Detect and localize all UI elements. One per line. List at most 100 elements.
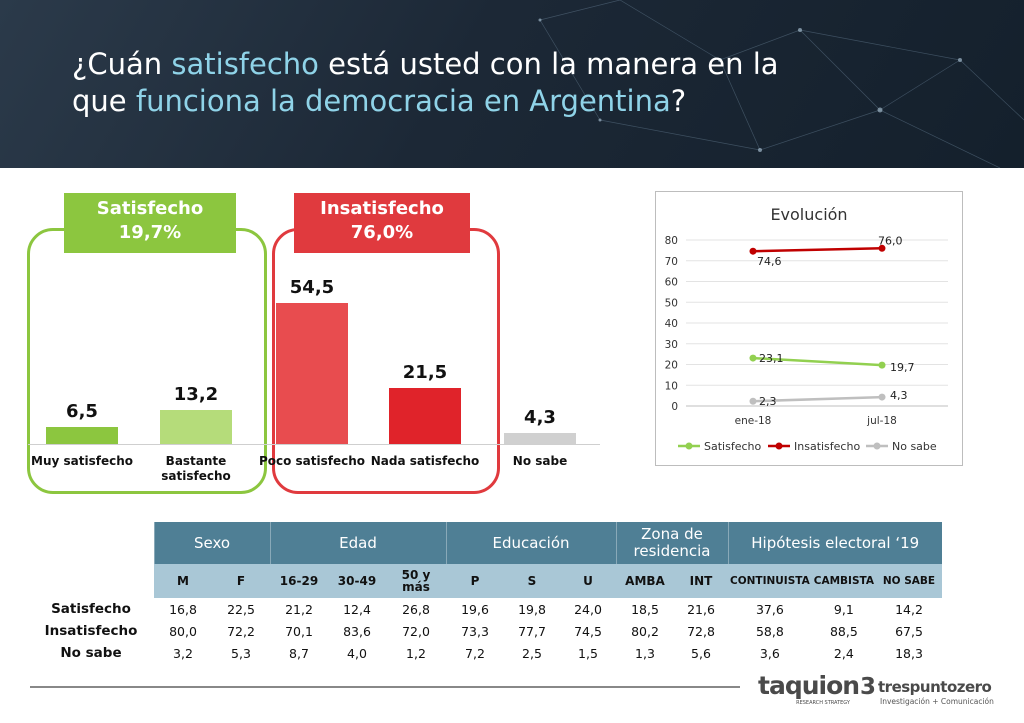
table-column-header: CONTINUISTA	[728, 564, 812, 598]
table-column-header: U	[560, 564, 616, 598]
insatisfecho-data-label: 74,6	[757, 255, 782, 268]
y-tick-label: 40	[665, 318, 678, 330]
trespuntozero-logo-text: trespuntozero	[878, 678, 992, 696]
evolution-chart: Evolución 0 10 20 30 40 50 60 70 80 ene-18 jul-18 23…	[665, 205, 948, 453]
table-cell: 21,6	[687, 601, 715, 617]
table-cell: 1,3	[635, 645, 655, 661]
y-tick-label: 80	[665, 235, 678, 247]
table-cell: 72,0	[402, 623, 430, 639]
table-row-label: Satisfecho	[51, 601, 131, 617]
table-row-label: Insatisfecho	[44, 623, 138, 639]
y-tick-label: 20	[665, 360, 678, 372]
taquion-logo-text: taquion	[758, 671, 860, 700]
table-column-header: F	[212, 564, 270, 598]
table-cell: 83,6	[343, 623, 371, 639]
table-corner-cell	[28, 564, 154, 598]
title-text: ?	[670, 84, 687, 118]
table-row: Satisfecho 16,8 22,5 21,2 12,4 26,8 19,6 19,8 24…	[28, 598, 942, 620]
table-cell: 72,2	[227, 623, 255, 639]
insatisfecho-point	[749, 247, 757, 255]
no-sabe-legend-label: No sabe	[892, 440, 937, 453]
satisfecho-legend-label: Satisfecho	[704, 440, 761, 453]
bar-value-label: 6,5	[66, 401, 98, 423]
bar-bastante-satisfecho	[160, 409, 232, 444]
table-cell: 12,4	[343, 601, 371, 617]
bar-category-label: Muy satisfecho	[31, 454, 133, 468]
no-sabe-legend-marker	[873, 442, 881, 450]
insatisfecho-series-line	[752, 247, 883, 253]
crosstab-table: Sexo Edad Educación Zona de residencia Hipót…	[28, 522, 942, 664]
satisfecho-data-label: 23,1	[759, 352, 784, 365]
y-tick-label: 70	[665, 256, 678, 268]
taquion-logo: taquion RESEARCH STRATEGY	[758, 671, 860, 712]
table-column-header: AMBA	[616, 564, 674, 598]
bar-category-label: Bastante satisfecho	[161, 454, 231, 483]
table-cell: 22,5	[227, 601, 255, 617]
taquion-logo-tagline: RESEARCH STRATEGY	[796, 700, 850, 706]
insatisfecho-legend-label: Insatisfecho	[794, 440, 860, 453]
bar-chart-baseline	[28, 444, 600, 445]
table-column-header: S	[504, 564, 560, 598]
table-cell: 72,8	[687, 623, 715, 639]
title-highlight: funciona la democracia en Argentina	[135, 84, 671, 118]
satisfecho-legend-marker	[685, 442, 693, 450]
table-column-header: NO SABE	[875, 564, 942, 598]
title-text: ¿Cuán	[72, 47, 172, 81]
satisfecho-label-text: Satisfecho	[96, 198, 204, 219]
bar-value-label: 4,3	[524, 406, 556, 428]
table-corner-cell	[28, 522, 154, 564]
insatisfecho-legend-marker	[775, 442, 783, 450]
table-group-header: Educación	[445, 522, 616, 564]
y-tick-label: 50	[665, 297, 678, 309]
x-tick-label: ene-18	[735, 415, 772, 427]
insatisfecho-value-text: 76,0%	[350, 222, 414, 243]
table-cell: 18,5	[631, 601, 659, 617]
insatisfecho-point	[878, 244, 886, 252]
no-sabe-point	[749, 397, 757, 405]
table-cell: 67,5	[895, 623, 923, 639]
table-cell: 7,2	[465, 645, 485, 661]
table-cell: 2,5	[522, 645, 542, 661]
satisfecho-data-label: 19,7	[890, 361, 915, 374]
table-column-header: 50 y más	[386, 564, 446, 598]
title-text: está usted con la manera en la que	[72, 47, 779, 118]
bar-value-label: 54,5	[289, 276, 335, 298]
page-title: ¿Cuán satisfecho está usted con la maner…	[72, 46, 792, 120]
table-cell: 77,7	[518, 623, 546, 639]
table-cell: 4,0	[347, 645, 367, 661]
title-highlight: satisfecho	[171, 47, 319, 81]
y-tick-label: 0	[671, 401, 678, 413]
table-cell: 73,3	[461, 623, 489, 639]
table-cell: 26,8	[402, 601, 430, 617]
table-group-header: Edad	[269, 522, 446, 564]
three-icon: 3	[860, 674, 877, 700]
insatisfecho-label-text: Insatisfecho	[320, 198, 444, 219]
table-cell: 1,2	[406, 645, 426, 661]
table-row-label: No sabe	[60, 645, 122, 661]
table-group-header: Hipótesis electoral ‘19	[727, 522, 942, 564]
table-cell: 70,1	[285, 623, 313, 639]
table-cell: 19,6	[461, 601, 489, 617]
table-cell: 21,2	[285, 601, 313, 617]
table-cell: 14,2	[895, 601, 923, 617]
table-column-header-row: M F 16-29 30-49 50 y más P S U AMBA INT CONTINUIST…	[28, 564, 942, 598]
table-cell: 5,6	[691, 645, 711, 661]
table-column-header: 30-49	[328, 564, 386, 598]
bar-category-label: Nada satisfecho	[370, 454, 480, 468]
satisfecho-point	[878, 361, 886, 369]
table-cell: 19,8	[518, 601, 546, 617]
evolution-chart-title: Evolución	[770, 205, 847, 224]
footer-divider	[30, 686, 740, 688]
table-group-header: Sexo	[153, 522, 270, 564]
table-column-header: INT	[674, 564, 728, 598]
no-sabe-data-label: 2,3	[759, 395, 777, 408]
table-row: No sabe 3,2 5,3 8,7 4,0 1,2 7,2 2,5 1,5 1,3 5,6 3,6…	[28, 642, 942, 664]
x-tick-label: jul-18	[866, 415, 897, 427]
header-banner: ¿Cuán satisfecho está usted con la maner…	[0, 0, 1024, 168]
insatisfecho-data-label: 76,0	[878, 234, 903, 247]
table-column-header: 16-29	[270, 564, 328, 598]
table-cell: 1,5	[578, 645, 598, 661]
bar-category-label: No sabe	[512, 454, 568, 468]
no-sabe-series-line	[752, 395, 883, 403]
table-cell: 58,8	[755, 623, 784, 639]
